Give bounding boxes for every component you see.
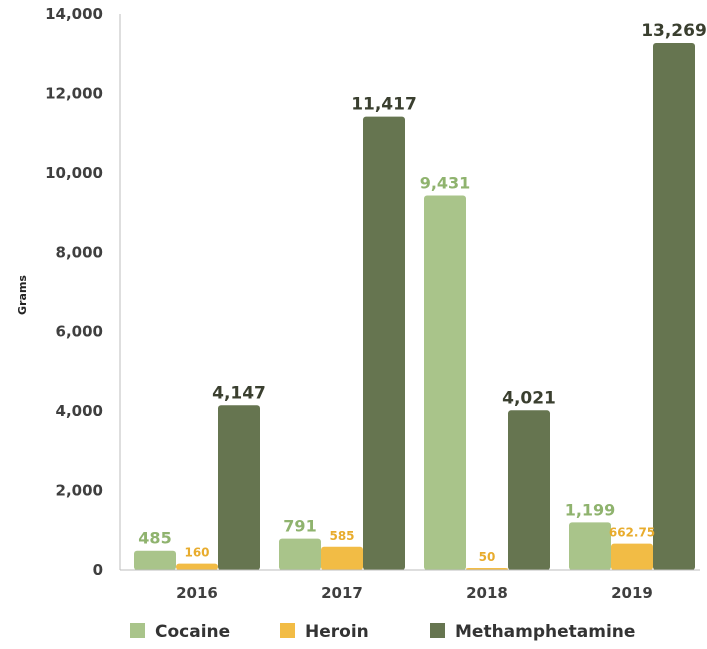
bar-heroin-2019: [611, 543, 653, 570]
data-label-cocaine-2018: 9,431: [420, 173, 471, 192]
data-label-heroin-2019: 662.75: [609, 526, 655, 540]
x-tick-label: 2019: [611, 584, 653, 602]
y-tick-label: 8,000: [56, 243, 103, 261]
bar-methamphetamine-2016: [218, 405, 260, 570]
legend-swatch-cocaine: [130, 623, 145, 638]
bars-group: [134, 43, 695, 571]
legend: Cocaine Heroin Methamphetamine: [130, 622, 635, 642]
y-axis-title: Grams: [16, 275, 29, 315]
y-tick-label: 14,000: [45, 5, 103, 23]
y-tick-label: 2,000: [56, 482, 103, 500]
bar-cocaine-2016: [134, 550, 176, 570]
bar-heroin-2016: [176, 563, 218, 570]
x-tick-label: 2018: [466, 584, 508, 602]
legend-label-heroin: Heroin: [305, 622, 369, 642]
legend-swatch-methamphetamine: [430, 623, 445, 638]
bar-methamphetamine-2019: [653, 43, 695, 571]
data-label-methamphetamine-2017: 11,417: [351, 95, 417, 115]
data-label-heroin-2016: 160: [184, 546, 209, 560]
data-label-heroin-2017: 585: [329, 529, 354, 543]
data-label-cocaine-2017: 791: [283, 517, 316, 536]
bar-cocaine-2019: [569, 522, 611, 570]
bar-cocaine-2017: [279, 538, 321, 570]
y-tick-label: 12,000: [45, 84, 103, 102]
legend-label-cocaine: Cocaine: [155, 622, 230, 642]
data-label-methamphetamine-2019: 13,269: [641, 21, 707, 41]
legend-label-methamphetamine: Methamphetamine: [455, 622, 635, 642]
bar-heroin-2017: [321, 546, 363, 570]
x-tick-label: 2017: [321, 584, 363, 602]
data-label-methamphetamine-2018: 4,021: [502, 388, 556, 408]
legend-swatch-heroin: [280, 623, 295, 638]
bar-methamphetamine-2018: [508, 410, 550, 570]
y-tick-label: 10,000: [45, 164, 103, 182]
x-tick-label: 2016: [176, 584, 218, 602]
y-axis-ticks: 0 2,000 4,000 6,000 8,000 10,000 12,000 14,000: [45, 5, 103, 579]
y-tick-label: 6,000: [56, 323, 103, 341]
y-tick-label: 4,000: [56, 402, 103, 420]
y-tick-label: 0: [93, 561, 103, 579]
bar-cocaine-2018: [424, 195, 466, 570]
data-label-heroin-2018: 50: [479, 550, 496, 564]
data-label-cocaine-2016: 485: [138, 529, 171, 548]
data-label-methamphetamine-2016: 4,147: [212, 383, 266, 403]
data-labels-group: 485 160 4,147 791 585 11,417 9,431 50 4,021 1,199…: [138, 21, 707, 564]
bar-methamphetamine-2017: [363, 116, 405, 570]
x-axis-ticks: 2016 2017 2018 2019: [176, 584, 653, 602]
data-label-cocaine-2019: 1,199: [565, 500, 616, 519]
